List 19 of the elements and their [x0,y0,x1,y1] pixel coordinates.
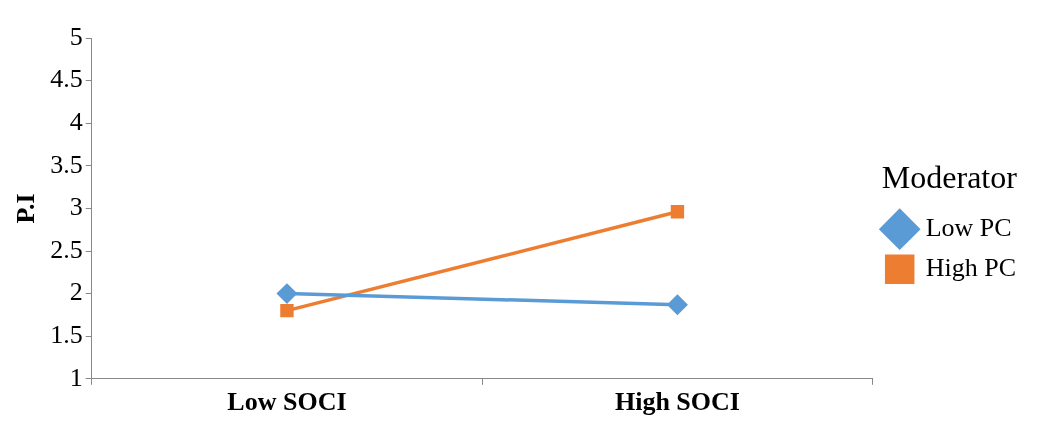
point [670,205,685,219]
y-tick-label: 5 [69,21,83,51]
y-tick-label: 2.5 [50,234,83,264]
legend-label: High PC [925,253,1017,283]
x-tick-label: High SOCI [614,387,740,417]
point [667,294,688,315]
y-tick-label: 1.5 [50,320,83,350]
point [277,283,297,304]
x-tick-label: Low SOCI [227,387,347,417]
y-axis-title: P.I [11,193,41,224]
y-tick-label: 1 [69,362,83,392]
y-tick-label: 3 [69,192,83,222]
legend-label: Low PC [925,213,1012,243]
legend-title: Moderator [881,159,1018,196]
y-tick-label: 3.5 [50,149,83,179]
y-tick-label: 4.5 [50,64,83,94]
point [280,303,294,318]
y-tick-label: 4 [69,107,83,137]
y-tick-label: 2 [69,277,83,307]
